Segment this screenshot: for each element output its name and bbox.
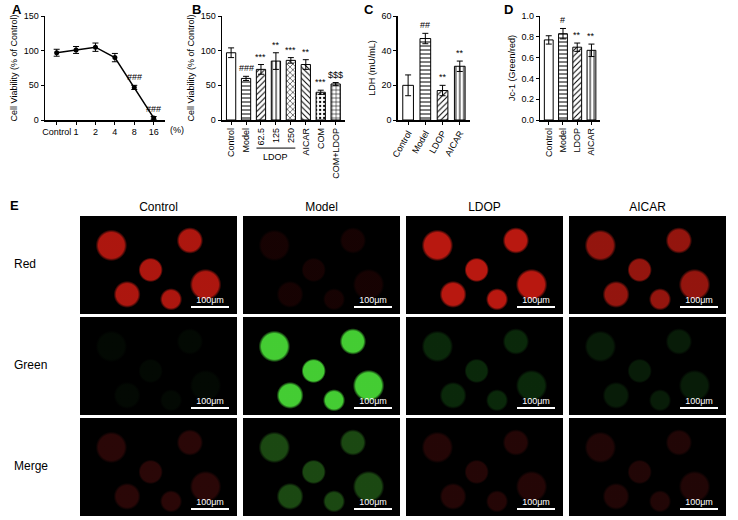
svg-text:B: B [192, 2, 201, 17]
svg-text:0.0: 0.0 [521, 115, 534, 125]
svg-text:***: *** [285, 45, 296, 55]
svg-text:20: 20 [381, 80, 391, 90]
svg-text:0.2: 0.2 [521, 94, 534, 104]
svg-text:$$$: $$$ [328, 70, 343, 80]
svg-text:Control: Control [226, 128, 236, 157]
svg-text:Control: Control [42, 127, 71, 137]
html-text:100μm: 100μm [522, 396, 550, 406]
svg-text:***: *** [315, 77, 326, 87]
svg-text:0.4: 0.4 [521, 74, 534, 84]
svg-text:2: 2 [93, 127, 98, 137]
html-text:Model: Model [305, 200, 338, 214]
html-text:100μm: 100μm [522, 295, 550, 305]
html-text:100μm: 100μm [522, 497, 550, 507]
svg-text:LDOP: LDOP [427, 129, 448, 155]
svg-text:Cell Viability (% of Control): Cell Viability (% of Control) [186, 15, 196, 122]
svg-text:60: 60 [381, 11, 391, 21]
svg-text:Cell Viability (% of Control): Cell Viability (% of Control) [9, 15, 19, 122]
html-text:100μm: 100μm [685, 295, 713, 305]
svg-text:1: 1 [74, 127, 79, 137]
svg-text:**: ** [302, 47, 310, 57]
svg-text:Model: Model [241, 128, 251, 153]
html-text:Red: Red [14, 257, 36, 271]
svg-text:40: 40 [381, 46, 391, 56]
svg-text:(%): (%) [170, 125, 184, 135]
svg-text:LDH (mU/mL): LDH (mU/mL) [367, 40, 377, 96]
svg-text:**: ** [587, 31, 595, 41]
svg-text:Model: Model [558, 128, 568, 153]
html-text:100μm: 100μm [196, 295, 224, 305]
html-text:100μm: 100μm [685, 396, 713, 406]
html-text:100μm: 100μm [196, 497, 224, 507]
svg-text:16: 16 [149, 127, 159, 137]
svg-text:150: 150 [24, 11, 39, 21]
svg-text:AICAR: AICAR [586, 128, 596, 156]
svg-text:0: 0 [386, 115, 391, 125]
svg-text:LDOP: LDOP [263, 152, 288, 162]
svg-text:Model: Model [410, 129, 431, 155]
svg-text:50: 50 [29, 80, 39, 90]
svg-text:LDOP: LDOP [572, 128, 582, 153]
svg-text:AICAR: AICAR [443, 129, 466, 158]
html-text:100μm: 100μm [359, 396, 387, 406]
svg-text:0: 0 [34, 115, 39, 125]
html-text:LDOP: LDOP [468, 200, 501, 214]
html-text:Merge: Merge [14, 459, 48, 473]
svg-text:250: 250 [286, 128, 296, 143]
svg-text:125: 125 [271, 128, 281, 143]
html-text:Control: Control [139, 200, 178, 214]
svg-text:4: 4 [112, 127, 117, 137]
svg-text:***: *** [255, 52, 266, 62]
html-text:100μm: 100μm [359, 497, 387, 507]
svg-text:A: A [12, 2, 22, 17]
html-text:E: E [10, 198, 19, 213]
svg-text:C: C [364, 2, 374, 17]
svg-text:###: ### [127, 72, 142, 82]
html-text:100μm: 100μm [685, 497, 713, 507]
svg-text:Control: Control [544, 128, 554, 157]
svg-text:**: ** [439, 72, 447, 82]
svg-text:COM: COM [316, 128, 326, 149]
svg-text:D: D [504, 2, 513, 17]
svg-text:100: 100 [201, 46, 216, 56]
svg-text:#: # [560, 15, 565, 25]
svg-text:0.6: 0.6 [521, 53, 534, 63]
svg-text:**: ** [456, 48, 464, 58]
svg-text:###: ### [146, 104, 161, 114]
svg-text:0: 0 [211, 115, 216, 125]
svg-text:###: ### [239, 63, 254, 73]
svg-text:1.0: 1.0 [521, 11, 534, 21]
svg-text:150: 150 [201, 11, 216, 21]
svg-text:0.8: 0.8 [521, 32, 534, 42]
svg-text:##: ## [420, 20, 430, 30]
svg-text:50: 50 [206, 80, 216, 90]
svg-text:AICAR: AICAR [301, 128, 311, 156]
svg-text:100: 100 [24, 46, 39, 56]
html-text:AICAR: AICAR [629, 200, 666, 214]
svg-text:Control: Control [391, 129, 414, 159]
svg-text:Jc-1 (Green/red): Jc-1 (Green/red) [507, 35, 517, 101]
svg-text:62.5: 62.5 [256, 128, 266, 146]
html-text:Green: Green [14, 358, 48, 372]
svg-text:**: ** [573, 30, 581, 40]
svg-text:8: 8 [132, 127, 137, 137]
svg-text:**: ** [272, 40, 280, 50]
html-text:100μm: 100μm [359, 295, 387, 305]
svg-text:COM+LDOP: COM+LDOP [331, 128, 341, 179]
html-text:100μm: 100μm [196, 396, 224, 406]
